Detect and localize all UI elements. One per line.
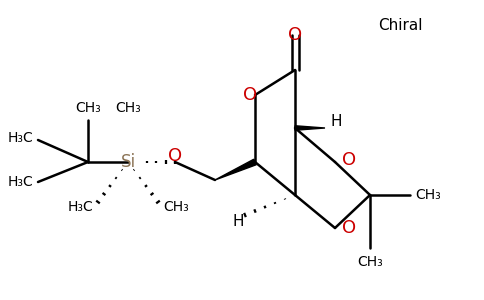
Text: Chiral: Chiral (378, 17, 422, 32)
Text: O: O (168, 147, 182, 165)
Text: H₃C: H₃C (67, 200, 93, 214)
Text: CH₃: CH₃ (415, 188, 441, 202)
Polygon shape (295, 126, 325, 130)
Text: CH₃: CH₃ (357, 255, 383, 269)
Text: CH₃: CH₃ (75, 101, 101, 115)
Text: O: O (243, 86, 257, 104)
Text: O: O (288, 26, 302, 44)
Text: H₃C: H₃C (7, 131, 33, 145)
Text: O: O (342, 219, 356, 237)
Text: O: O (342, 151, 356, 169)
Polygon shape (215, 159, 256, 180)
Text: H: H (330, 115, 342, 130)
Text: Si: Si (121, 153, 136, 171)
Text: CH₃: CH₃ (115, 101, 141, 115)
Text: CH₃: CH₃ (163, 200, 189, 214)
Text: H₃C: H₃C (7, 175, 33, 189)
Text: H: H (232, 214, 244, 230)
